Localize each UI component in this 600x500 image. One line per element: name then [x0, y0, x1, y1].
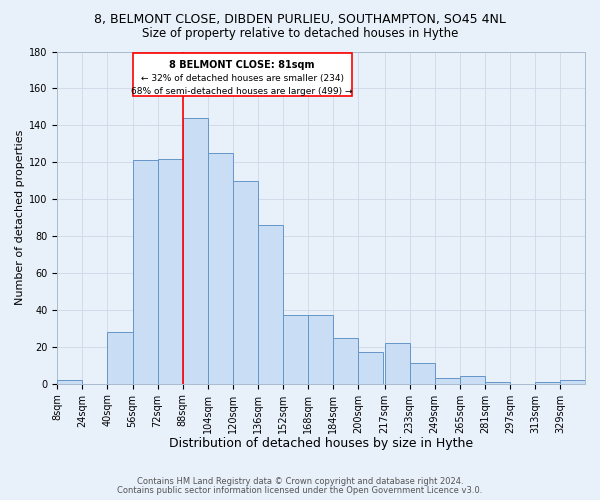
- Bar: [535, 382, 560, 384]
- Text: Contains HM Land Registry data © Crown copyright and database right 2024.: Contains HM Land Registry data © Crown c…: [137, 477, 463, 486]
- Bar: [410, 364, 435, 384]
- X-axis label: Distribution of detached houses by size in Hythe: Distribution of detached houses by size …: [169, 437, 473, 450]
- Bar: [333, 338, 358, 384]
- Text: 8 BELMONT CLOSE: 81sqm: 8 BELMONT CLOSE: 81sqm: [169, 60, 315, 70]
- Text: ← 32% of detached houses are smaller (234): ← 32% of detached houses are smaller (23…: [140, 74, 344, 82]
- Bar: [158, 158, 182, 384]
- Bar: [233, 180, 258, 384]
- Bar: [560, 380, 585, 384]
- Bar: [485, 382, 510, 384]
- Bar: [385, 343, 410, 384]
- Bar: [58, 380, 82, 384]
- Bar: [107, 332, 133, 384]
- Bar: [460, 376, 485, 384]
- Text: 8, BELMONT CLOSE, DIBDEN PURLIEU, SOUTHAMPTON, SO45 4NL: 8, BELMONT CLOSE, DIBDEN PURLIEU, SOUTHA…: [94, 12, 506, 26]
- Bar: [435, 378, 460, 384]
- Text: 68% of semi-detached houses are larger (499) →: 68% of semi-detached houses are larger (…: [131, 88, 353, 96]
- Text: Contains public sector information licensed under the Open Government Licence v3: Contains public sector information licen…: [118, 486, 482, 495]
- Bar: [308, 316, 333, 384]
- Text: Size of property relative to detached houses in Hythe: Size of property relative to detached ho…: [142, 28, 458, 40]
- Bar: [358, 352, 383, 384]
- FancyBboxPatch shape: [133, 54, 352, 96]
- Bar: [133, 160, 158, 384]
- Bar: [208, 153, 233, 384]
- Y-axis label: Number of detached properties: Number of detached properties: [15, 130, 25, 306]
- Bar: [258, 225, 283, 384]
- Bar: [283, 316, 308, 384]
- Bar: [182, 118, 208, 384]
